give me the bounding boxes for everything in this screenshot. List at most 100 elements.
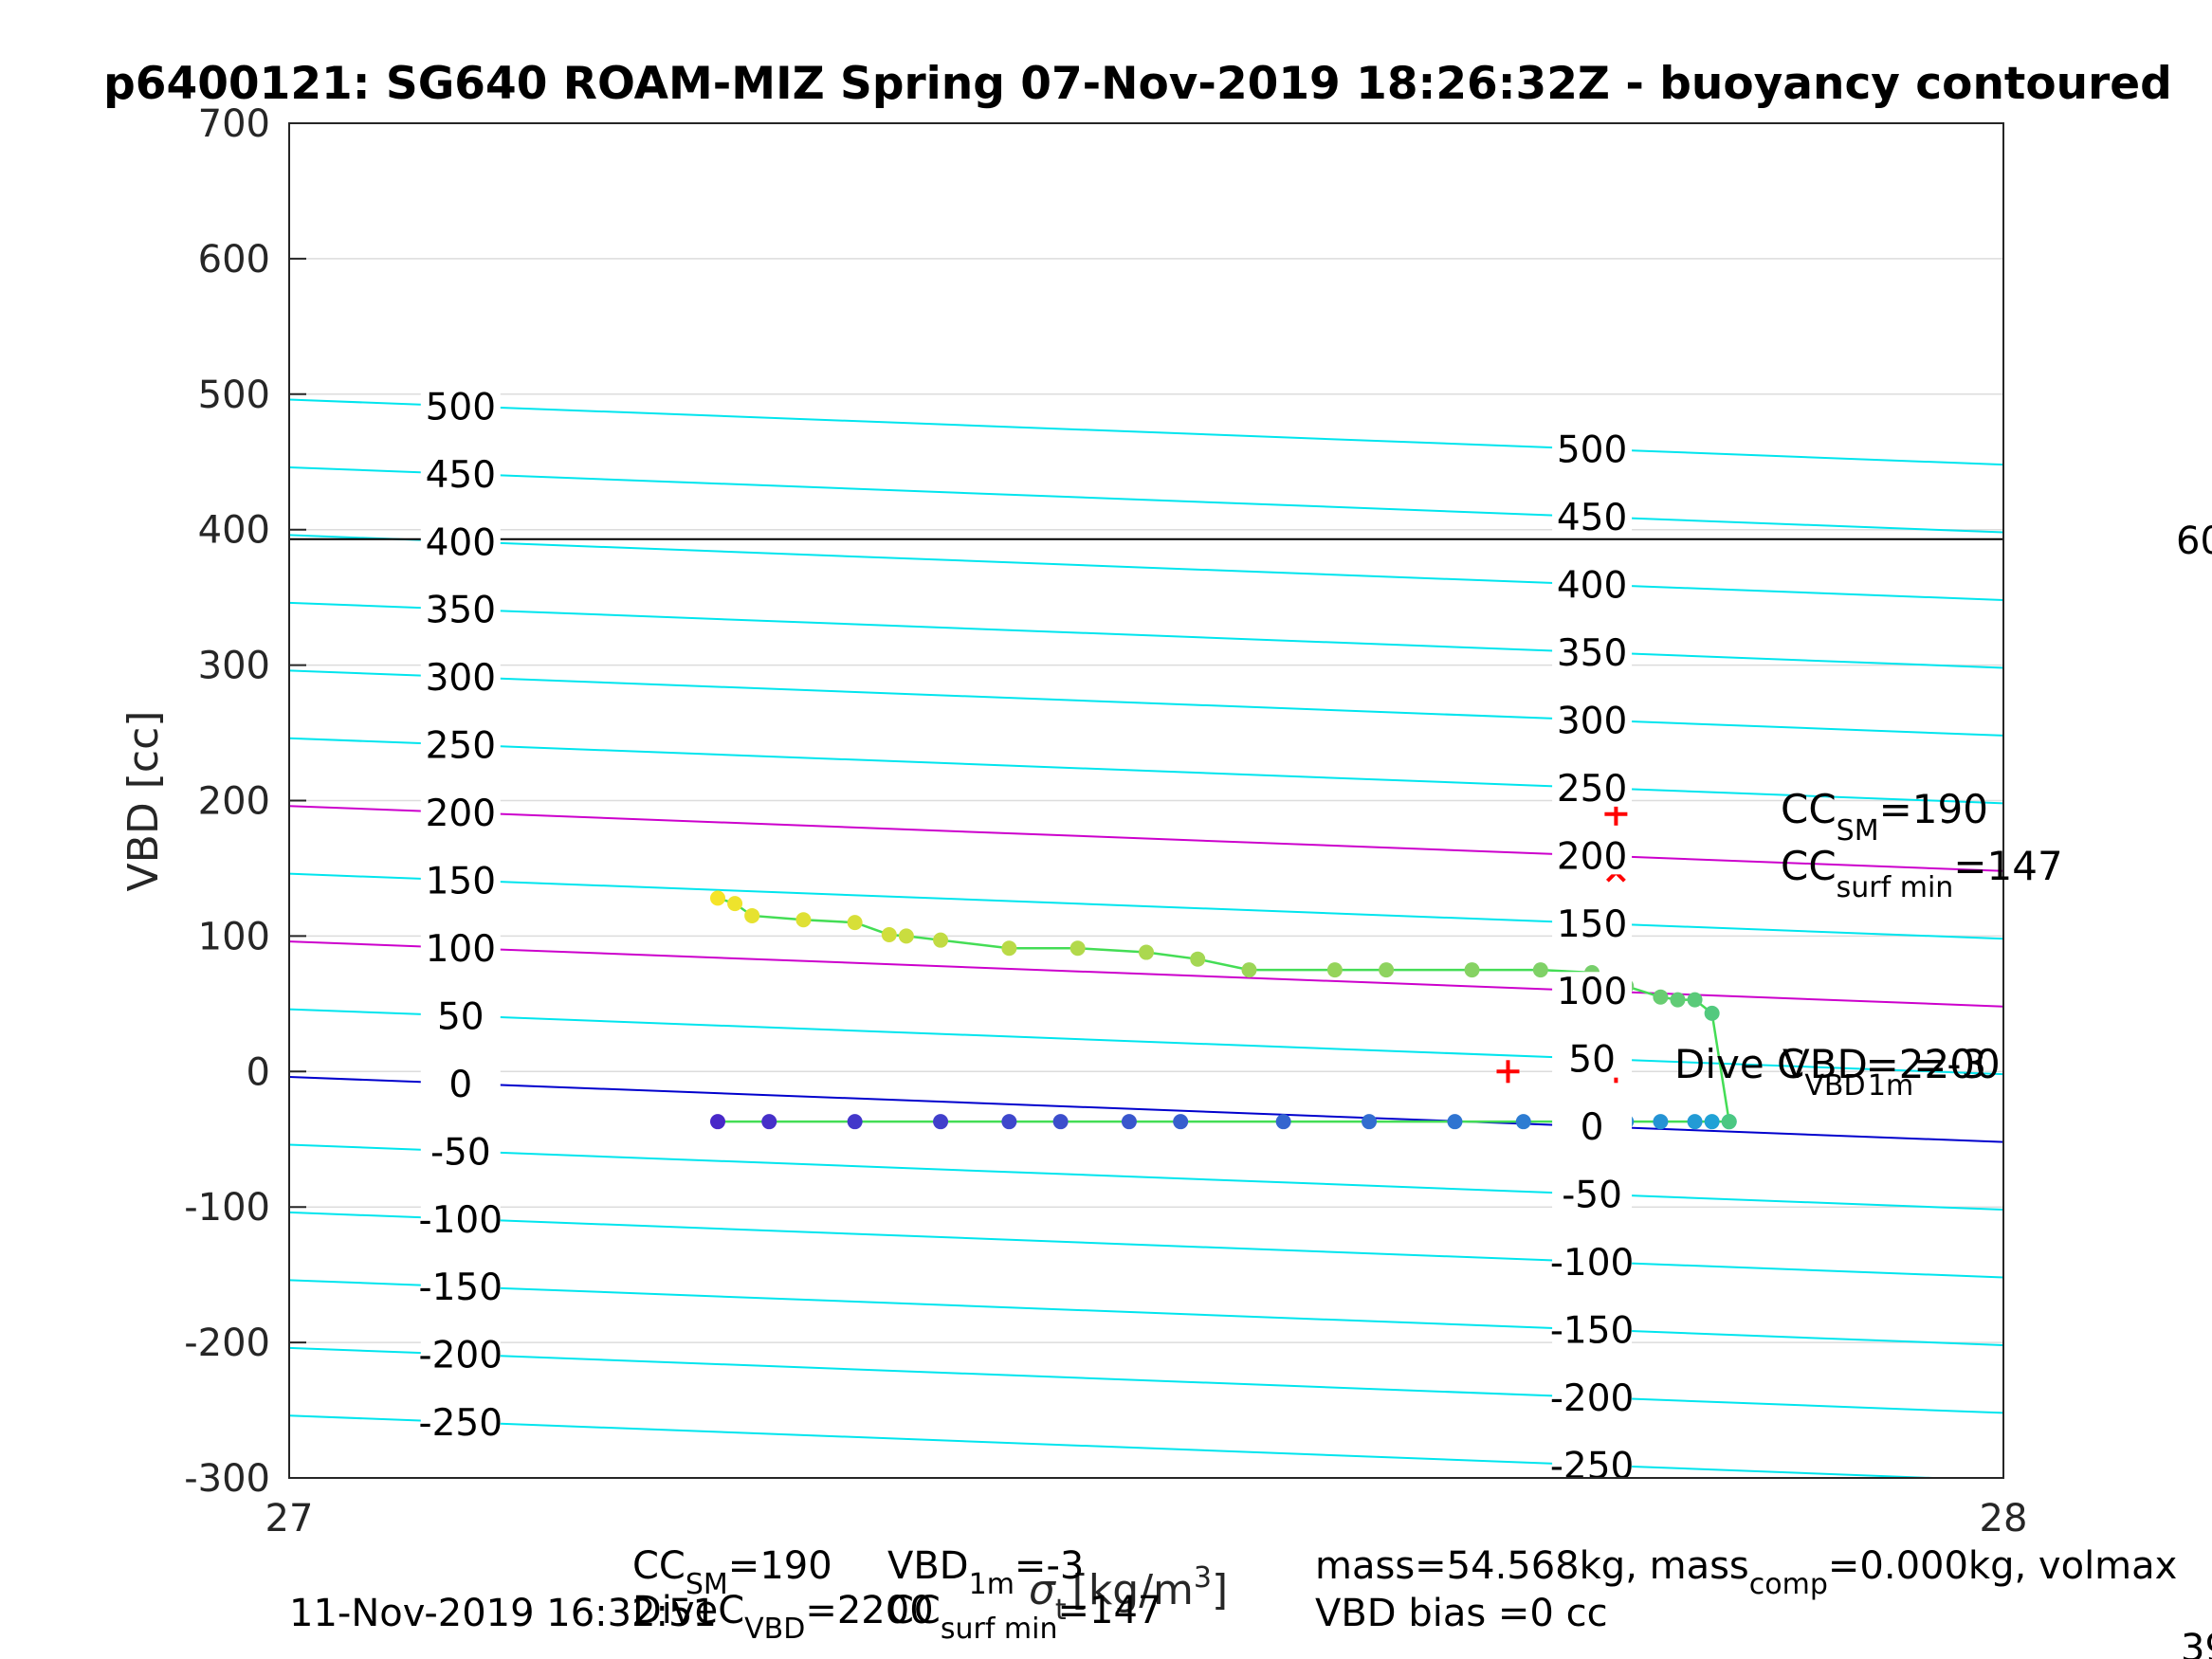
contour-line-300 — [289, 669, 2003, 737]
contour-label--200-1: -200 — [1550, 1377, 1635, 1420]
contour-line-50 — [289, 1008, 2003, 1076]
series-point-climb-3 — [1670, 992, 1686, 1008]
x-tick-label-28: 28 — [1980, 1497, 2028, 1540]
series-point-dive-11 — [1515, 1114, 1531, 1130]
contour-label-bg-350-0 — [420, 590, 501, 629]
contour-line-400 — [289, 534, 2003, 602]
contour-label-bg-200-0 — [420, 793, 501, 832]
series-point-dive-10 — [1447, 1114, 1463, 1130]
series-point-climb-0 — [1721, 1114, 1737, 1130]
y-tick-label-400: 400 — [198, 509, 270, 553]
series-point-climb-4 — [1653, 989, 1669, 1005]
series-point-climb-19 — [847, 915, 863, 931]
contour-label-bg-150-0 — [420, 861, 501, 900]
cc-sm-annotation: CCSM=190 — [1781, 786, 1988, 848]
contour-label--100-0: -100 — [419, 1199, 503, 1242]
contour-label-250-1: 250 — [1557, 768, 1627, 811]
contour-label-200-1: 200 — [1557, 835, 1627, 878]
contour-label-bg-50-1 — [1552, 1039, 1633, 1078]
contour-label--100-1: -100 — [1550, 1242, 1635, 1285]
contour-line-450 — [289, 465, 2003, 534]
contour-line-0 — [289, 1076, 2003, 1143]
series-point-climb-7 — [1532, 962, 1548, 978]
series-point-dive-16 — [1704, 1114, 1720, 1130]
contour-label-bg--200-1 — [1552, 1377, 1633, 1416]
contour-label-0-1: 0 — [1581, 1106, 1604, 1149]
contour-label-100-0: 100 — [426, 928, 496, 971]
series-point-climb-17 — [898, 928, 914, 944]
series-point-climb-18 — [881, 926, 897, 942]
contour-label-bg-100-1 — [1552, 972, 1633, 1011]
series-point-climb-9 — [1379, 962, 1395, 978]
contour-label-bg-200-1 — [1552, 836, 1633, 875]
y-tick-label-500: 500 — [198, 374, 270, 417]
contour-label-bg--200-0 — [420, 1335, 501, 1374]
contour-label--250-1: -250 — [1550, 1445, 1635, 1487]
series-point-climb-1 — [1704, 1005, 1720, 1021]
contour-label-bg-450-0 — [420, 454, 501, 493]
contour-label-250-0: 250 — [426, 725, 496, 768]
contour-label-bg-300-0 — [420, 658, 501, 697]
series-point-dive-5 — [1052, 1114, 1069, 1130]
contour-label-150-1: 150 — [1557, 903, 1627, 946]
contour-label-bg-250-1 — [1552, 768, 1633, 807]
contour-labels: -250 -250 -200 -200 -150 -150 -100 -100 -50 -50 0 0… — [419, 386, 1635, 1487]
contour-line--150 — [289, 1279, 2003, 1346]
contour-label-bg-50-0 — [420, 996, 501, 1035]
y-tick-label-300: 300 — [198, 645, 270, 688]
vbd-1m-annotation: VBD1m=-3 — [1782, 1041, 1986, 1103]
right-edge-label-1: 60 — [2176, 520, 2212, 563]
series-point-climb-11 — [1241, 962, 1257, 978]
contour-label-bg-150-1 — [1552, 903, 1633, 942]
contour-label-300-0: 300 — [426, 657, 496, 700]
y-tick-label-600: 600 — [198, 238, 270, 282]
contour-label--150-1: -150 — [1550, 1309, 1635, 1352]
series-point-climb-16 — [933, 932, 949, 948]
contour-label-bg--150-0 — [420, 1267, 501, 1306]
series-point-climb-15 — [1001, 940, 1017, 957]
series-point-dive-14 — [1653, 1114, 1669, 1130]
contour-label-400-0: 400 — [426, 521, 496, 564]
y-tick-label-200: 200 — [198, 780, 270, 824]
contour-label-bg-450-1 — [1552, 498, 1633, 537]
y-tick-label--100: -100 — [184, 1186, 270, 1230]
footer-vbd-bias: VBD bias =0 cc — [1315, 1592, 1608, 1635]
contour-label-bg--100-0 — [420, 1199, 501, 1238]
contour-label-350-1: 350 — [1557, 632, 1627, 675]
contour-label-bg-500-0 — [420, 387, 501, 426]
series-point-climb-23 — [710, 890, 725, 906]
contour-label-300-1: 300 — [1557, 700, 1627, 742]
contour-label-bg-100-0 — [420, 928, 501, 967]
contour-line-350 — [289, 601, 2003, 669]
contour-label-bg-300-1 — [1552, 701, 1633, 739]
contour-line--50 — [289, 1143, 2003, 1212]
contour-label--250-0: -250 — [419, 1402, 503, 1445]
series-point-climb-2 — [1687, 992, 1703, 1008]
y-tick-label-700: 700 — [198, 102, 270, 146]
contour-label-bg-500-1 — [1552, 429, 1633, 468]
series-point-dive-3 — [933, 1114, 949, 1130]
contour-label--200-0: -200 — [419, 1335, 503, 1377]
series-point-climb-14 — [1069, 940, 1086, 957]
y-axis-label: VBD [cc] — [119, 711, 168, 892]
contour-label-0-0: 0 — [448, 1064, 472, 1106]
series-point-dive-7 — [1173, 1114, 1189, 1130]
contour-label-500-1: 500 — [1557, 429, 1627, 472]
series-point-climb-12 — [1190, 951, 1206, 967]
contour-label-150-0: 150 — [426, 861, 496, 903]
contour-line-150 — [289, 872, 2003, 940]
dive-c-vbd-annotation: Dive CVBD=2200 — [1674, 1041, 2001, 1103]
contour-label-100-1: 100 — [1557, 971, 1627, 1013]
contour-label-200-0: 200 — [426, 793, 496, 835]
contour-label--50-1: -50 — [1562, 1175, 1622, 1217]
series-point-dive-1 — [761, 1114, 777, 1130]
contour-line--100 — [289, 1211, 2003, 1279]
contour-label-bg--50-0 — [420, 1132, 501, 1171]
contour-line--250 — [289, 1414, 1958, 1478]
series-point-climb-21 — [744, 907, 760, 923]
contour-line-100 — [289, 940, 2003, 1008]
contour-label-bg-400-0 — [420, 522, 501, 561]
contour-lines — [289, 398, 2003, 1478]
series-point-climb-13 — [1139, 944, 1154, 960]
